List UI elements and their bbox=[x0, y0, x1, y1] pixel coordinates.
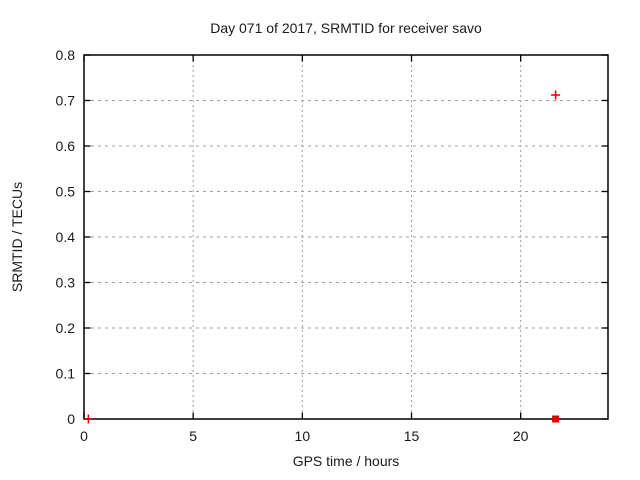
y-tick-label: 0.2 bbox=[56, 320, 76, 336]
data-point-square bbox=[552, 415, 560, 423]
x-tick-label: 15 bbox=[404, 428, 420, 444]
x-tick-label: 5 bbox=[189, 428, 197, 444]
y-tick-label: 0.6 bbox=[56, 138, 76, 154]
x-tick-label: 10 bbox=[295, 428, 311, 444]
y-tick-label: 0 bbox=[67, 411, 75, 427]
chart-title: Day 071 of 2017, SRMTID for receiver sav… bbox=[210, 20, 482, 36]
x-tick-label: 20 bbox=[513, 428, 529, 444]
y-tick-label: 0.7 bbox=[56, 93, 76, 109]
y-tick-label: 0.4 bbox=[56, 229, 76, 245]
x-tick-label: 0 bbox=[80, 428, 88, 444]
x-axis-label: GPS time / hours bbox=[292, 453, 400, 469]
y-tick-label: 0.8 bbox=[56, 47, 76, 63]
y-tick-label: 0.5 bbox=[56, 184, 76, 200]
y-tick-label: 0.3 bbox=[56, 275, 76, 291]
y-tick-label: 0.1 bbox=[56, 366, 76, 382]
